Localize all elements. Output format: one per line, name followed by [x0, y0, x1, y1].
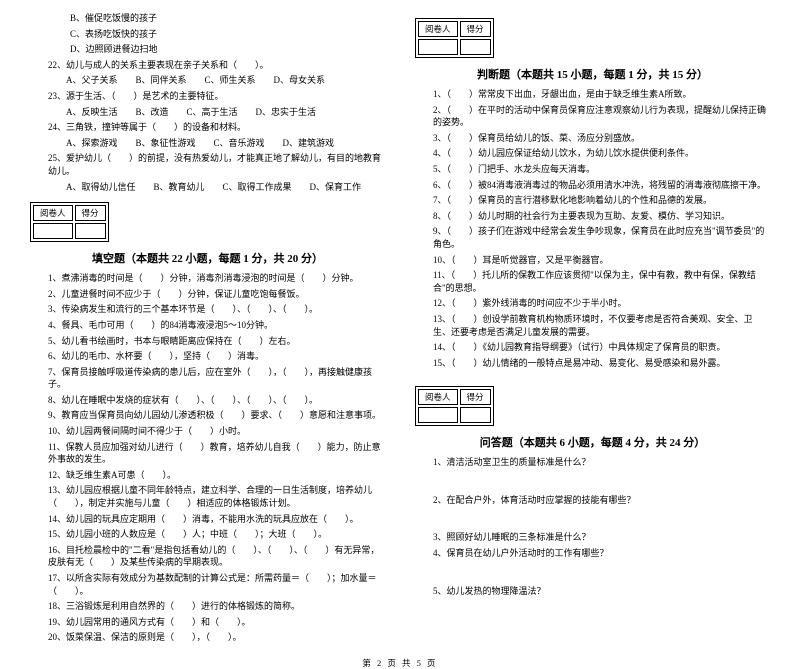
- q25: 25、爱护幼儿（ ）的前提，没有热爱幼儿，才能真正地了解幼儿，有目的地教育幼儿。: [30, 152, 385, 177]
- q25-opts: A、取得幼儿信任 B、教育幼儿 C、取得工作成果 D、保育工作: [30, 181, 385, 194]
- j15: 15、（ ）幼儿情绪的一般特点是易冲动、易变化、易受感染和易外露。: [415, 357, 770, 370]
- score-blank: [460, 407, 491, 423]
- right-column: 阅卷人得分 判断题（本题共 15 小题，每题 1 分，共 15 分） 1、（ ）…: [415, 12, 770, 647]
- j1: 1、（ ）常常皮下出血，牙龈出血，是由于缺乏维生素A所致。: [415, 88, 770, 101]
- j8: 8、（ ）幼儿时期的社会行为主要表现为互助、友爱、模仿、学习知识。: [415, 210, 770, 223]
- qa1: 1、清洁活动室卫生的质量标准是什么？: [415, 456, 770, 469]
- score-label: 得分: [460, 21, 491, 37]
- f12: 12、缺乏维生素A可患（ ）。: [30, 469, 385, 482]
- score-box-judge: 阅卷人得分: [415, 18, 494, 58]
- fill-section-title: 填空题（本题共 22 小题，每题 1 分，共 20 分）: [30, 250, 385, 266]
- f3: 3、传染病发生和流行的三个基本环节是（ ）、（ ）、（ ）。: [30, 303, 385, 316]
- q24-opts: A、探索游戏 B、象征性游戏 C、音乐游戏 D、建筑游戏: [30, 137, 385, 150]
- q22: 22、幼儿与成人的关系主要表现在亲子关系和（ ）。: [30, 59, 385, 72]
- score-box-qa: 阅卷人得分: [415, 386, 494, 426]
- f9: 9、教育应当保育员向幼儿园幼儿渗透积极（ ）要求、（ ）意愿和注意事项。: [30, 409, 385, 422]
- left-column: B、催促吃饭慢的孩子 C、表扬吃饭快的孩子 D、边照顾进餐边扫地 22、幼儿与成…: [30, 12, 385, 647]
- f2: 2、儿童进餐时间不应少于（ ）分钟，保证儿童吃饱每餐饭。: [30, 288, 385, 301]
- j5: 5、（ ）门把手、水龙头应每天消毒。: [415, 163, 770, 176]
- f6: 6、幼儿的毛巾、水杯要（ ），坚持（ ）消毒。: [30, 350, 385, 363]
- page-footer: 第 2 页 共 5 页: [30, 657, 770, 669]
- f17: 17、以所含实际有效成分为基数配制的计算公式是：所需药量＝（ ）；加水量＝（ ）…: [30, 572, 385, 597]
- f8: 8、幼儿在睡眠中发烧的症状有（ ）、（ ）、（ ）、（ ）。: [30, 394, 385, 407]
- j4: 4、（ ）幼儿园应保证给幼儿饮水，为幼儿饮水提供便利条件。: [415, 147, 770, 160]
- judge-section-title: 判断题（本题共 15 小题，每题 1 分，共 15 分）: [415, 66, 770, 82]
- f7: 7、保育员接触呼吸道传染病的患儿后，应在室外（ ），（ ），再接触健康孩子。: [30, 366, 385, 391]
- qa3: 3、照顾好幼儿睡眠的三条标准是什么？: [415, 531, 770, 544]
- scorer-blank: [418, 407, 458, 423]
- f20: 20、饭菜保温、保洁的原则是（ ），（ ）。: [30, 631, 385, 644]
- j13: 13、（ ）创设学前教育机构物质环境时，不仅要考虑是否符合美观、安全、卫生、还要…: [415, 313, 770, 338]
- j10: 10、（ ）耳是听觉器官，又是平衡器官。: [415, 254, 770, 267]
- scorer-label: 阅卷人: [418, 21, 458, 37]
- score-label: 得分: [75, 205, 106, 221]
- opt-c: C、表扬吃饭快的孩子: [30, 28, 385, 41]
- scorer-label: 阅卷人: [418, 389, 458, 405]
- j11: 11、（ ）托儿所的保教工作应该贯彻"以保为主，保中有教，教中有保，保教结合"的…: [415, 269, 770, 294]
- j7: 7、（ ）保育员的言行潜移默化地影响着幼儿的个性和品德的发展。: [415, 194, 770, 207]
- scorer-blank: [418, 39, 458, 55]
- qa5: 5、幼儿发热的物理降温法？: [415, 585, 770, 598]
- f13: 13、幼儿园应根据儿童不同年龄特点，建立科学、合理的一日生活制度，培养幼儿（ ）…: [30, 484, 385, 509]
- f16: 16、目托检晨检中的"二看"是指包括看幼儿的（ ）、（ ）、（ ）有无异常，皮肤…: [30, 544, 385, 569]
- scorer-label: 阅卷人: [33, 205, 73, 221]
- scorer-blank: [33, 223, 73, 239]
- q22-opts: A、父子关系 B、同伴关系 C、师生关系 D、母女关系: [30, 74, 385, 87]
- f19: 19、幼儿园常用的通风方式有（ ）和（ ）。: [30, 616, 385, 629]
- f15: 15、幼儿园小班的人数应是（ ）人；中班（ ）；大班（ ）。: [30, 528, 385, 541]
- f11: 11、保教人员应加强对幼儿进行（ ）教育，培养幼儿自我（ ）能力，防止意外事故的…: [30, 441, 385, 466]
- qa-section-title: 问答题（本题共 6 小题，每题 4 分，共 24 分）: [415, 434, 770, 450]
- f10: 10、幼儿园两餐间隔时间不得少于（ ）小时。: [30, 425, 385, 438]
- j2: 2、（ ）在平时的活动中保育员保育应注意观察幼儿行为表现，提醒幼儿保持正确的姿势…: [415, 104, 770, 129]
- score-blank: [460, 39, 491, 55]
- qa4: 4、保育员在幼儿户外活动时的工作有哪些？: [415, 547, 770, 560]
- score-label: 得分: [460, 389, 491, 405]
- q23-opts: A、反映生活 B、改造 C、高于生活 D、忠实于生活: [30, 106, 385, 119]
- score-blank: [75, 223, 106, 239]
- qa2: 2、在配合户外，体育活动时应掌握的技能有哪些？: [415, 494, 770, 507]
- score-box-fill: 阅卷人得分: [30, 202, 109, 242]
- f5: 5、幼儿看书绘画时，书本与眼睛距离应保持在（ ）左右。: [30, 335, 385, 348]
- f18: 18、三浴锻炼是利用自然界的（ ）进行的体格锻炼的简称。: [30, 600, 385, 613]
- q24: 24、三角铁，撞钟等属于（ ）的设备和材料。: [30, 121, 385, 134]
- opt-d: D、边照顾进餐边扫地: [30, 43, 385, 56]
- f14: 14、幼儿园的玩具应定期用（ ）消毒，不能用水洗的玩具应放在（ ）。: [30, 513, 385, 526]
- j12: 12、（ ）紫外线消毒的时间应不少于半小时。: [415, 297, 770, 310]
- f1: 1、煮沸消毒的时间是（ ）分钟，消毒剂消毒浸泡的时间是（ ）分钟。: [30, 272, 385, 285]
- j6: 6、（ ）被84消毒液消毒过的物品必须用清水冲洗，将残留的消毒液彻底擦干净。: [415, 179, 770, 192]
- j14: 14、（ ）《幼儿园教育指导纲要》（试行）中具体规定了保育员的职责。: [415, 341, 770, 354]
- j9: 9、（ ）孩子们在游戏中经常会发生争吵现象，保育员在此时应充当"调节委员"的角色…: [415, 225, 770, 250]
- f4: 4、餐具、毛巾可用（ ）的84消毒液浸泡5～10分钟。: [30, 319, 385, 332]
- j3: 3、（ ）保育员给幼儿的饭、菜、汤应分别盛放。: [415, 132, 770, 145]
- opt-b: B、催促吃饭慢的孩子: [30, 12, 385, 25]
- q23: 23、源于生活、（ ）是艺术的主要特征。: [30, 90, 385, 103]
